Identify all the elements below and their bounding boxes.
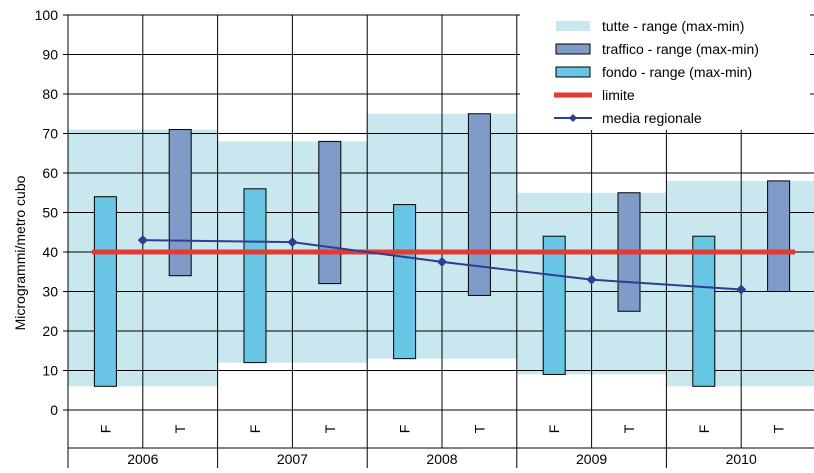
axes-layer: 0 10 20 30 40 50 60 70 80 90 100 F T F T F T F T F T 2006 2007… <box>35 7 814 468</box>
x-sub-label: F <box>546 425 562 434</box>
traffico-bar-2010 <box>767 180 791 292</box>
x-sub-label: F <box>696 425 712 434</box>
traffico-bar-2006 <box>168 129 192 277</box>
y-tick-label: 100 <box>35 7 59 23</box>
legend-label: tutte - range (max-min) <box>602 18 744 34</box>
range-band-2010 <box>666 180 814 387</box>
legend-swatch-traffico <box>555 43 591 55</box>
media-regionale-point-2006 <box>137 235 148 246</box>
x-sub-label: T <box>322 424 338 433</box>
legend-label: traffico - range (max-min) <box>602 41 759 57</box>
fondo-bar-2010 <box>692 235 716 387</box>
media-regionale-point-2007 <box>287 237 298 248</box>
legend-label: fondo - range (max-min) <box>602 64 752 80</box>
media-regionale-point-2010 <box>736 284 747 295</box>
legend-swatch-tutte <box>556 21 590 31</box>
legend-label: limite <box>602 87 635 103</box>
y-tick-label: 60 <box>42 165 58 181</box>
media-regionale-point-2008 <box>437 256 447 267</box>
legend: tutte - range (max-min) traffico - range … <box>520 12 810 130</box>
fondo-bar-2007 <box>243 188 267 364</box>
x-year-label: 2010 <box>726 451 757 467</box>
fondo-bar-2009 <box>542 235 566 375</box>
y-tick-label: 0 <box>50 402 58 418</box>
x-sub-label: T <box>621 424 637 433</box>
x-year-label: 2006 <box>127 451 158 467</box>
legend-swatch-media-marker <box>569 114 577 122</box>
y-tick-label: 70 <box>42 126 58 142</box>
x-sub-label: F <box>97 425 113 434</box>
y-tick-label: 90 <box>42 47 58 63</box>
fondo-bar-2008 <box>393 204 417 360</box>
y-tick-label: 40 <box>42 244 58 260</box>
x-sub-label: T <box>771 424 787 433</box>
y-tick-label: 20 <box>42 323 58 339</box>
fondo-bar-2006 <box>93 196 117 387</box>
x-sub-label: T <box>471 424 487 433</box>
x-sub-label: F <box>247 425 263 434</box>
legend-label: media regionale <box>602 110 702 126</box>
x-year-label: 2007 <box>277 451 308 467</box>
y-tick-label: 10 <box>42 363 58 379</box>
y-tick-label: 50 <box>42 205 58 221</box>
media-regionale-point-2009 <box>586 274 597 285</box>
y-tick-label: 30 <box>42 284 58 300</box>
x-sub-label: T <box>172 424 188 433</box>
traffico-bar-2007 <box>318 140 342 285</box>
x-sub-label: F <box>397 425 413 434</box>
y-axis-title: Microgrammi/metro cubo <box>12 175 28 330</box>
x-year-label: 2008 <box>426 451 457 467</box>
line-layer <box>92 235 795 295</box>
legend-swatch-fondo <box>555 66 591 78</box>
y-tick-label: 80 <box>42 86 58 102</box>
x-year-label: 2009 <box>576 451 607 467</box>
